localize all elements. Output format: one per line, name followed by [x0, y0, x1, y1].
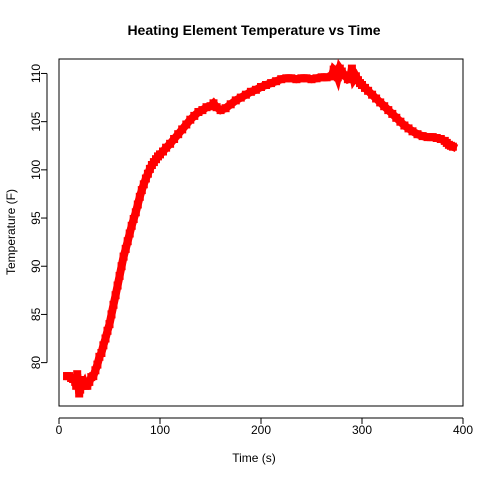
y-tick-label: 100	[29, 160, 43, 180]
data-point	[333, 73, 342, 82]
data-point	[105, 320, 114, 329]
data-point	[115, 271, 124, 280]
data-point	[125, 229, 134, 238]
data-point	[221, 104, 230, 113]
y-tick-label: 85	[29, 307, 43, 321]
data-point	[113, 281, 122, 290]
data-point	[190, 111, 199, 120]
data-point	[129, 215, 138, 223]
data-point	[423, 133, 432, 142]
data-point	[93, 360, 102, 369]
data-point	[380, 102, 389, 111]
y-tick-label: 95	[29, 211, 43, 225]
data-point	[117, 262, 126, 271]
data-point	[101, 334, 110, 343]
data-point	[392, 113, 401, 122]
data-point	[121, 244, 130, 253]
data-point	[241, 90, 250, 99]
data-point	[137, 186, 146, 195]
data-point	[198, 106, 207, 115]
data-point	[277, 75, 286, 84]
data-point	[143, 169, 152, 178]
data-point	[307, 75, 316, 84]
data-point	[312, 74, 321, 83]
data-point	[135, 192, 144, 201]
data-point	[133, 200, 142, 209]
data-point	[251, 85, 260, 94]
data-point	[282, 74, 291, 83]
data-point	[347, 64, 356, 73]
data-point	[119, 252, 128, 261]
data-point	[418, 132, 427, 141]
data-point	[287, 74, 296, 83]
y-tick-label: 90	[29, 259, 43, 273]
data-point	[174, 130, 183, 139]
x-tick-label: 0	[56, 423, 63, 437]
data-point	[322, 73, 331, 82]
data-point	[267, 79, 276, 88]
data-point	[262, 81, 270, 89]
data-point	[166, 139, 175, 148]
data-point	[89, 372, 98, 381]
data-point	[103, 326, 112, 335]
data-point	[91, 366, 100, 375]
chart-title: Heating Element Temperature vs Time	[127, 22, 380, 38]
data-point	[123, 237, 132, 246]
data-point	[408, 127, 417, 136]
data-point	[236, 93, 245, 102]
data-point	[139, 180, 148, 189]
x-tick-label: 200	[251, 423, 271, 437]
data-point	[257, 83, 265, 91]
data-point	[400, 121, 409, 130]
data-point	[73, 370, 82, 379]
x-tick-label: 100	[150, 423, 170, 437]
data-point	[107, 310, 116, 319]
data-point	[272, 77, 281, 86]
data-point	[178, 125, 187, 134]
data-point	[141, 174, 150, 183]
data-point	[297, 74, 306, 83]
plot-area	[63, 58, 459, 398]
data-point	[246, 87, 255, 96]
data-point	[109, 300, 118, 309]
data-point	[127, 221, 136, 230]
data-point	[170, 135, 179, 143]
data-point	[97, 349, 106, 357]
data-point	[448, 142, 457, 151]
data-point	[372, 94, 381, 103]
data-point	[99, 341, 108, 350]
data-point	[85, 377, 94, 386]
data-point	[226, 100, 235, 109]
data-point	[231, 96, 240, 105]
y-axis: 80 85 90 95 100 105 110	[29, 64, 48, 370]
data-point	[327, 72, 336, 81]
data-point	[216, 106, 225, 115]
y-tick-label: 80	[29, 356, 43, 370]
data-point	[331, 67, 340, 76]
data-point	[111, 291, 120, 300]
data-point	[131, 208, 140, 217]
x-tick-label: 300	[352, 423, 372, 437]
data-point	[317, 73, 326, 82]
y-tick-label: 110	[29, 64, 43, 83]
x-tick-label: 400	[453, 423, 473, 437]
data-point	[182, 120, 191, 129]
x-axis: 0 100 200 300 400	[56, 417, 473, 437]
plot-frame	[58, 58, 464, 407]
y-tick-label: 105	[29, 111, 43, 131]
data-point	[302, 74, 311, 83]
data-point	[292, 75, 301, 84]
y-axis-label: Temperature (F)	[4, 189, 18, 275]
data-point	[432, 134, 441, 142]
data-point	[413, 130, 422, 139]
x-axis-label: Time (s)	[232, 451, 276, 465]
